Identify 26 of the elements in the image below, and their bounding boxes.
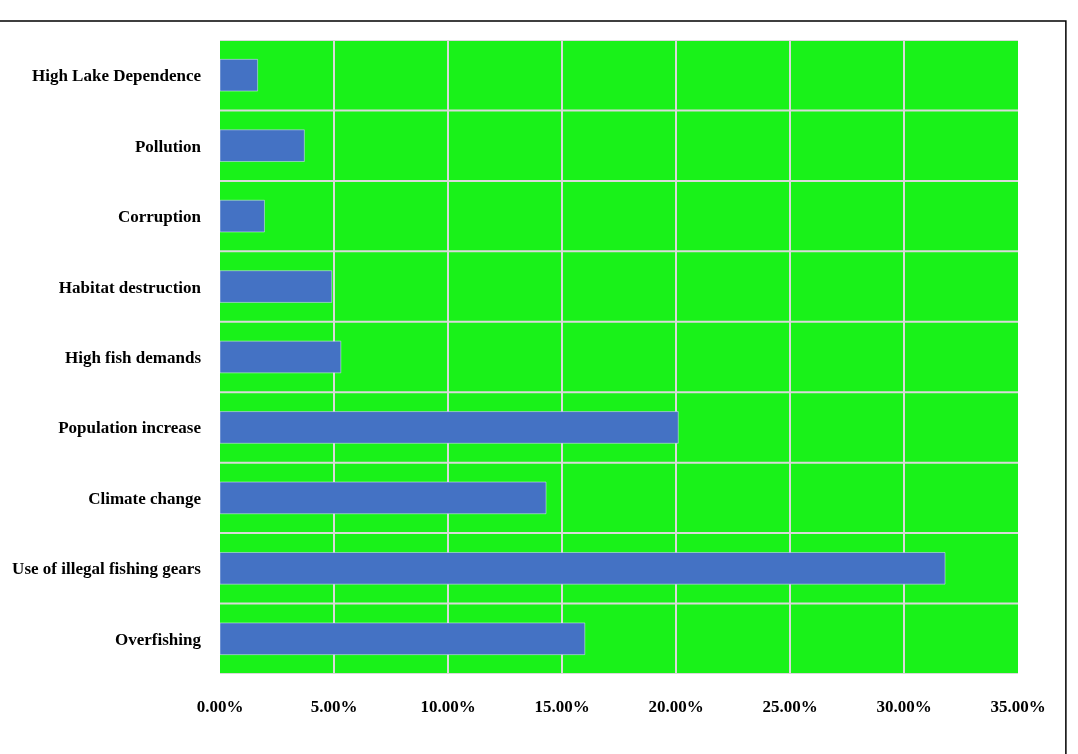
bar	[220, 552, 946, 585]
x-tick-label: 30.00%	[876, 697, 932, 716]
y-tick-label: Pollution	[134, 136, 202, 156]
bar	[220, 411, 679, 444]
bar	[220, 270, 332, 303]
y-tick-label: Population increase	[58, 418, 202, 438]
y-tick-label: Habitat destruction	[58, 277, 202, 297]
y-tick-label: High Lake Dependence	[31, 66, 202, 86]
y-tick-label: Corruption	[117, 207, 202, 227]
x-tick-label: 0.00%	[196, 697, 244, 716]
y-tick-label: High fish demands	[64, 347, 202, 367]
y-tick-label: Overfishing	[115, 629, 202, 649]
bar	[220, 340, 342, 374]
bar	[220, 129, 305, 162]
bar	[220, 622, 586, 655]
y-tick-label: Climate change	[88, 488, 202, 508]
x-tick-label: 5.00%	[310, 697, 358, 716]
y-tick-label: Use of illegal fishing gears	[12, 559, 202, 579]
x-tick-label: 15.00%	[534, 697, 590, 716]
x-tick-label: 25.00%	[762, 697, 818, 716]
bar	[220, 59, 258, 92]
x-tick-label: 35.00%	[990, 697, 1046, 716]
x-tick-label: 20.00%	[648, 697, 704, 716]
x-tick-label: 10.00%	[420, 697, 476, 716]
bar	[220, 200, 265, 233]
bar	[220, 481, 547, 514]
